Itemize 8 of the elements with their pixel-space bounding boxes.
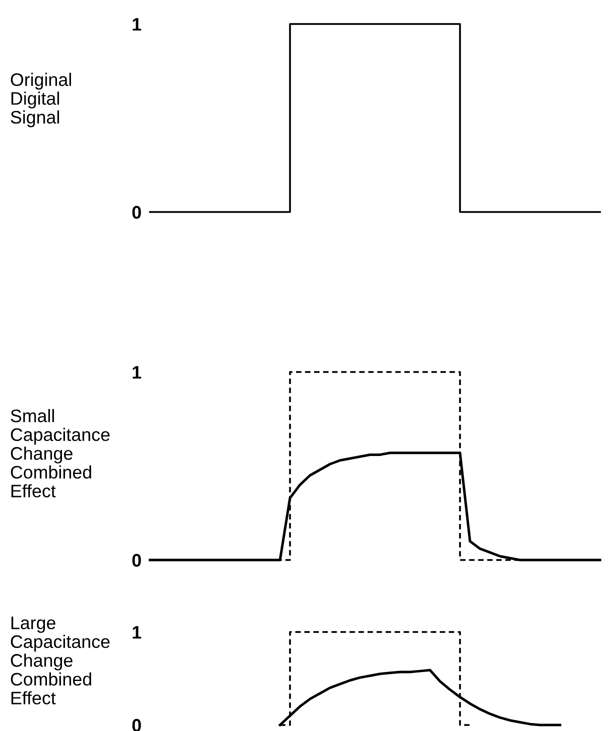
y-tick-label: 1 [132, 366, 142, 379]
y-tick-label: 0 [132, 206, 141, 219]
y-axis-title: Large Capacitance Change Combined Effect [10, 616, 110, 704]
y-tick-label: 1 [132, 626, 142, 639]
y-axis-title: Small Capacitance Change Combined Effect [10, 408, 110, 498]
y-tick-label: 1 [132, 18, 142, 31]
y-axis-title: Original Digital Signal [10, 72, 72, 128]
y-tick-label: 0 [132, 554, 141, 567]
